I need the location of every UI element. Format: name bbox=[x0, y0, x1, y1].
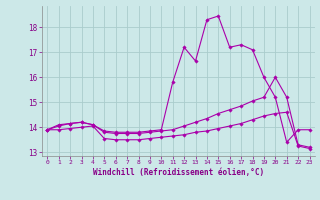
X-axis label: Windchill (Refroidissement éolien,°C): Windchill (Refroidissement éolien,°C) bbox=[93, 168, 264, 177]
